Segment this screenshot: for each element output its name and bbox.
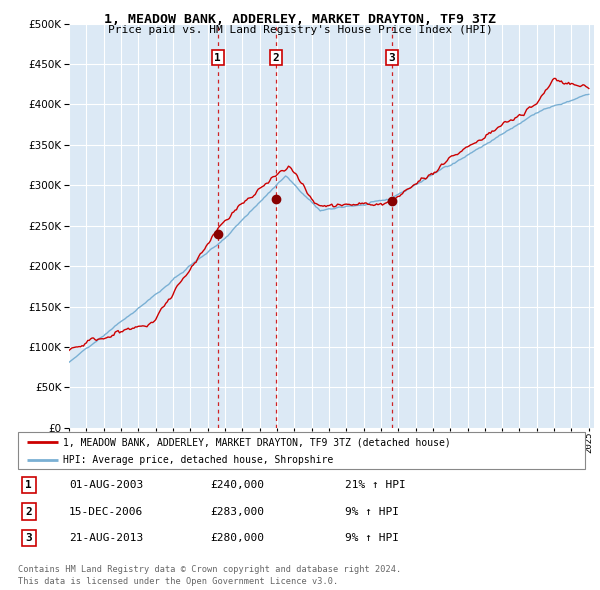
Text: 21-AUG-2013: 21-AUG-2013 <box>69 533 143 543</box>
Text: £280,000: £280,000 <box>210 533 264 543</box>
Text: 15-DEC-2006: 15-DEC-2006 <box>69 507 143 516</box>
Text: 2: 2 <box>273 53 280 63</box>
Text: 1, MEADOW BANK, ADDERLEY, MARKET DRAYTON, TF9 3TZ (detached house): 1, MEADOW BANK, ADDERLEY, MARKET DRAYTON… <box>64 437 451 447</box>
Text: 1, MEADOW BANK, ADDERLEY, MARKET DRAYTON, TF9 3TZ: 1, MEADOW BANK, ADDERLEY, MARKET DRAYTON… <box>104 13 496 26</box>
Text: 1: 1 <box>214 53 221 63</box>
Text: 9% ↑ HPI: 9% ↑ HPI <box>345 507 399 516</box>
Text: Contains HM Land Registry data © Crown copyright and database right 2024.: Contains HM Land Registry data © Crown c… <box>18 565 401 574</box>
Text: 3: 3 <box>389 53 395 63</box>
Text: 01-AUG-2003: 01-AUG-2003 <box>69 480 143 490</box>
Text: £283,000: £283,000 <box>210 507 264 516</box>
Text: 21% ↑ HPI: 21% ↑ HPI <box>345 480 406 490</box>
Text: £240,000: £240,000 <box>210 480 264 490</box>
Text: 2: 2 <box>25 507 32 516</box>
FancyBboxPatch shape <box>18 432 585 469</box>
Text: 9% ↑ HPI: 9% ↑ HPI <box>345 533 399 543</box>
Text: 3: 3 <box>25 533 32 543</box>
Text: 1: 1 <box>25 480 32 490</box>
Text: Price paid vs. HM Land Registry's House Price Index (HPI): Price paid vs. HM Land Registry's House … <box>107 25 493 35</box>
Text: HPI: Average price, detached house, Shropshire: HPI: Average price, detached house, Shro… <box>64 455 334 465</box>
Text: This data is licensed under the Open Government Licence v3.0.: This data is licensed under the Open Gov… <box>18 577 338 586</box>
